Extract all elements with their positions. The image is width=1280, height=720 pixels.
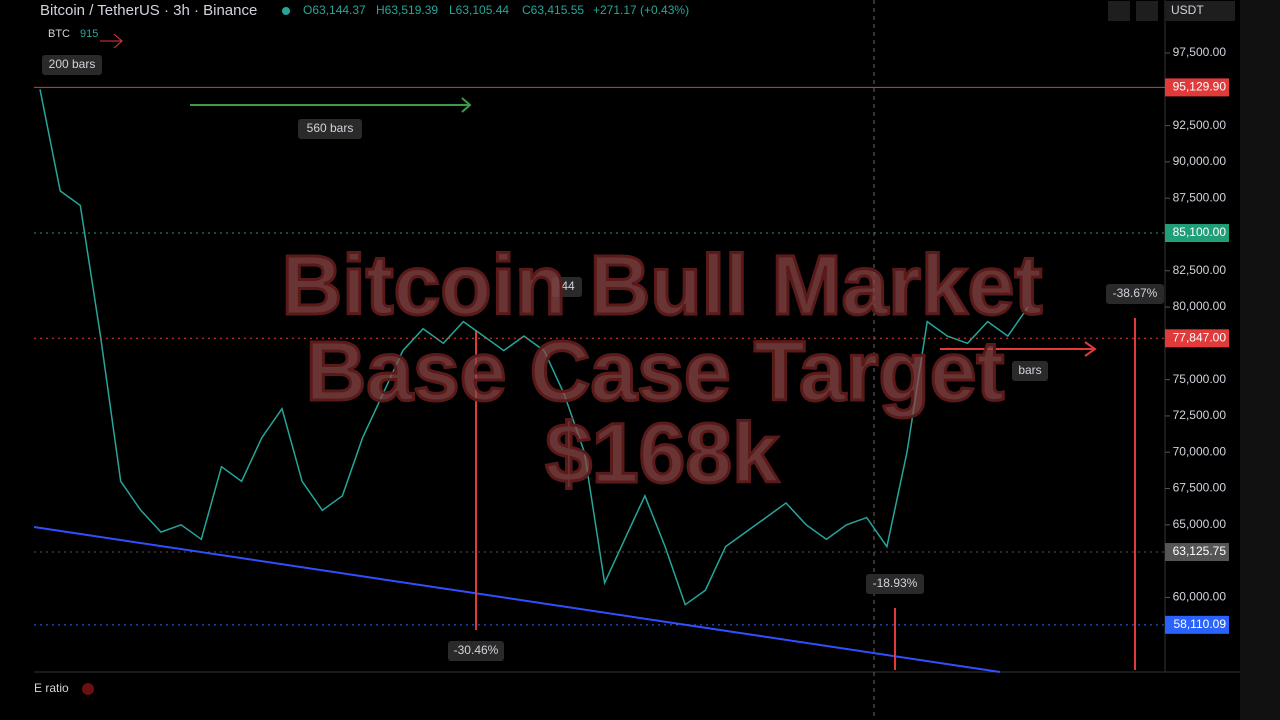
ohlc-high: H63,519.39: [376, 3, 438, 17]
currency-select[interactable]: [1165, 1, 1235, 21]
label-box: [1012, 361, 1048, 381]
bars-label: bars: [1018, 363, 1041, 377]
ohlc-open: O63,144.37: [303, 3, 366, 17]
pct-label: -30.46%: [454, 643, 499, 657]
y-tick-label: 70,000.00: [1173, 444, 1227, 458]
bars-label: 200 bars: [49, 57, 96, 71]
label-box: [42, 55, 102, 75]
pct-label: -38.67%: [1113, 286, 1158, 300]
label-box: [552, 277, 582, 297]
price-badge: [1165, 543, 1229, 562]
y-tick-label: 97,500.00: [1173, 45, 1227, 59]
range-arrow: [190, 97, 472, 113]
ohlc-close: C63,415.55: [522, 3, 584, 17]
price-badge-label: 95,129.90: [1173, 80, 1227, 94]
y-tick-label: 90,000.00: [1173, 154, 1227, 168]
price-badge: [1165, 615, 1229, 634]
symbol: Bitcoin / TetherUS · 3h · Binance: [40, 2, 257, 19]
price-badge-label: 63,125.75: [1173, 544, 1227, 558]
y-tick-label: 82,500.00: [1173, 263, 1227, 277]
range-arrow: [940, 341, 1097, 357]
label-box: [866, 574, 924, 594]
y-tick-label: 75,000.00: [1173, 372, 1227, 386]
footer-label: E ratio: [34, 681, 69, 695]
overlay-title: Base Case Target: [306, 324, 1005, 418]
trendline: [33, 526, 1001, 673]
price-badge-label: 85,100.00: [1173, 225, 1227, 239]
price-badge: [1165, 78, 1229, 97]
indicator-value: 915: [80, 28, 98, 40]
ohlc-low: L63,105.44: [449, 3, 509, 17]
arrow: [100, 33, 123, 49]
y-tick-label: 67,500.00: [1173, 481, 1227, 495]
label-box: [298, 119, 362, 139]
plot: 97,500.00 92,500.00 90,000.00 87,500.00 82,5…: [34, 45, 1227, 626]
y-tick-label: 87,500.00: [1173, 190, 1227, 204]
price-badge-label: 58,110.09: [1174, 617, 1227, 631]
warning-icon: [82, 683, 94, 695]
y-tick-label: 92,500.00: [1173, 118, 1227, 132]
y-tick-label: 80,000.00: [1173, 299, 1227, 313]
y-tick-label: 65,000.00: [1173, 517, 1227, 531]
y-tick-label: 72,500.00: [1173, 408, 1227, 422]
bars-label: 560 bars: [307, 121, 354, 135]
price-badge: [1165, 224, 1229, 243]
overlay-title: $168k: [545, 406, 779, 500]
status-dot: [282, 7, 290, 15]
pct-label: -18.93%: [873, 576, 918, 590]
label-box: [448, 641, 504, 661]
label-box: [1106, 284, 1164, 304]
refresh-button[interactable]: [1136, 1, 1158, 21]
y-tick-label: 60,000.00: [1173, 590, 1227, 604]
ohlc-change: +271.17 (+0.43%): [593, 3, 689, 17]
currency: USDT: [1171, 3, 1204, 17]
bars-label: 44: [561, 279, 575, 293]
price-badge-label: 77,847.00: [1173, 330, 1227, 344]
indicator-name: BTC: [48, 28, 70, 40]
overlay-title: Bitcoin Bull Market: [282, 238, 1043, 332]
side-strip: [1240, 0, 1280, 720]
price-line: [39, 89, 1029, 606]
price-badge: [1165, 329, 1229, 348]
download-button[interactable]: [1108, 1, 1130, 21]
